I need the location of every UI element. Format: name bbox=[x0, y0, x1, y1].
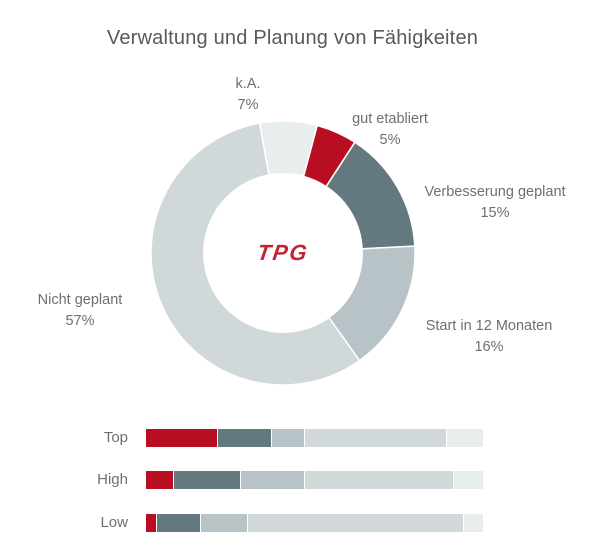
slice-name: Nicht geplant bbox=[37, 292, 123, 308]
bar-segment-nicht-geplant-high bbox=[304, 471, 453, 489]
bar-track-low bbox=[146, 514, 483, 532]
bar-category-label-low: Low bbox=[100, 514, 128, 531]
bar-row-top: Top bbox=[0, 429, 605, 447]
slice-label-gut-etabliert: gut etabliert 5% bbox=[352, 109, 428, 151]
slice-label-nicht-geplant: Nicht geplant 57% bbox=[38, 290, 123, 332]
slice-pct: 16% bbox=[474, 339, 504, 355]
bar-segment-verbesserung-geplant-high bbox=[172, 471, 241, 489]
slice-name: Verbesserung geplant bbox=[424, 184, 566, 200]
bar-track-high bbox=[146, 471, 483, 489]
bar-segment-gut-etabliert-top bbox=[146, 429, 217, 447]
bar-segment-nicht-geplant-top bbox=[304, 429, 446, 447]
bar-segment-ka-high bbox=[452, 471, 483, 489]
donut-slice-nicht-geplant bbox=[150, 122, 361, 386]
bar-segment-start-in-12-monaten-top bbox=[270, 429, 305, 447]
bar-row-low: Low bbox=[0, 514, 605, 532]
bar-segment-verbesserung-geplant-low bbox=[156, 514, 200, 532]
slice-pct: 57% bbox=[65, 313, 95, 329]
donut-slice-ka bbox=[258, 120, 319, 178]
bar-row-high: High bbox=[0, 471, 605, 489]
slice-name: gut etabliert bbox=[352, 111, 428, 127]
bar-track-top bbox=[146, 429, 483, 447]
tpg-logo: TPG bbox=[255, 240, 311, 265]
chart-title: Verwaltung und Planung von Fähigkeiten bbox=[106, 27, 479, 49]
bar-segment-ka-top bbox=[445, 429, 483, 447]
bar-segment-ka-low bbox=[462, 514, 483, 532]
bar-segment-start-in-12-monaten-low bbox=[199, 514, 248, 532]
slice-pct: 7% bbox=[237, 97, 259, 113]
bar-segment-gut-etabliert-low bbox=[146, 514, 157, 532]
bar-segment-verbesserung-geplant-top bbox=[216, 429, 271, 447]
bar-segment-nicht-geplant-low bbox=[247, 514, 463, 532]
slice-label-verbesserung-geplant: Verbesserung geplant 15% bbox=[424, 182, 565, 224]
slice-label-start-in-12-monaten: Start in 12 Monaten 16% bbox=[426, 316, 553, 358]
bar-category-label-top: Top bbox=[103, 429, 128, 446]
slice-pct: 15% bbox=[480, 205, 510, 221]
slice-name: k.A. bbox=[235, 76, 261, 92]
slice-label-ka: k.A. 7% bbox=[236, 74, 261, 116]
bar-category-label-high: High bbox=[97, 471, 128, 488]
slice-name: Start in 12 Monaten bbox=[425, 318, 553, 334]
slice-pct: 5% bbox=[379, 132, 401, 148]
bar-segment-start-in-12-monaten-high bbox=[240, 471, 305, 489]
bar-segment-gut-etabliert-high bbox=[146, 471, 173, 489]
donut-chart bbox=[150, 120, 416, 386]
